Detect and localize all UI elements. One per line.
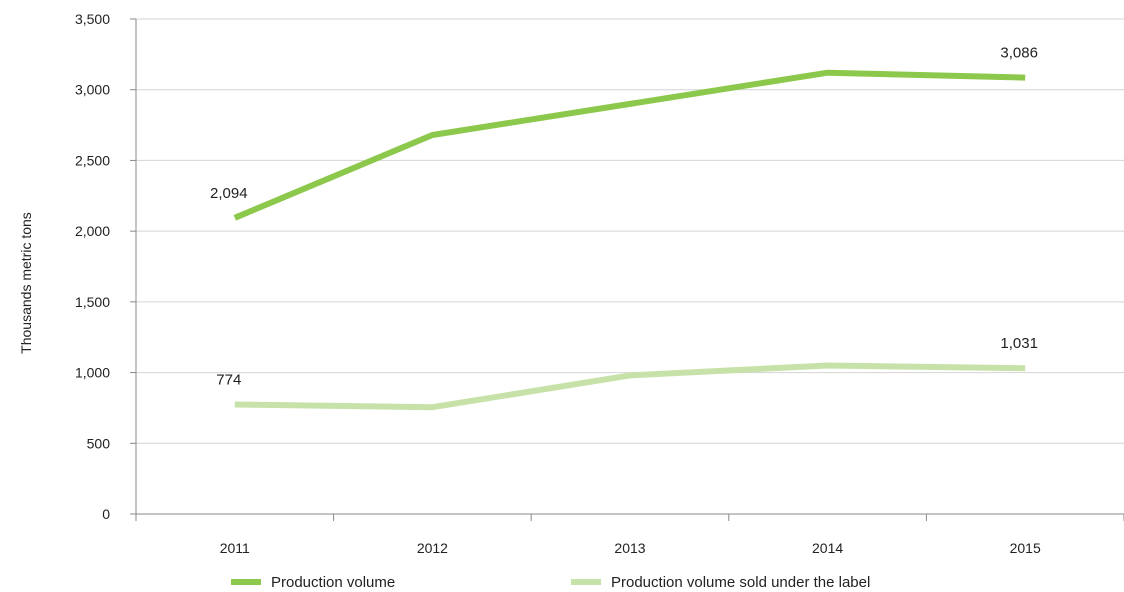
y-tick-label: 1,000 (75, 365, 110, 381)
data-labels: 2,094 3,086 774 1,031 (210, 45, 1038, 389)
x-tick-label: 2015 (1010, 540, 1041, 556)
x-tick-label: 2013 (614, 540, 645, 556)
x-tick-label: 2011 (220, 540, 250, 556)
x-tick-label: 2012 (417, 540, 448, 556)
y-tick-label: 3,500 (75, 11, 110, 27)
y-tick-label: 2,000 (75, 223, 110, 239)
y-tick-label: 1,500 (75, 294, 110, 310)
series-lines (233, 69, 1026, 411)
y-tick-label: 2,500 (75, 152, 110, 168)
data-label: 1,031 (1000, 335, 1038, 352)
gridlines (136, 18, 1124, 444)
series-line-1 (233, 69, 1026, 221)
y-tick-label: 500 (87, 435, 111, 451)
y-tick-label: 0 (102, 506, 110, 522)
data-label: 2,094 (210, 185, 248, 202)
x-tick-label: 2014 (812, 540, 843, 556)
data-label: 3,086 (1000, 45, 1038, 62)
data-label: 774 (216, 372, 241, 389)
legend: Production volume Production volume sold … (231, 574, 870, 591)
y-tick-label: 3,000 (75, 82, 110, 98)
series-line-2 (234, 362, 1026, 411)
axes: 0 500 1,000 1,500 2,000 2,500 3,000 3,500 2011 20… (75, 11, 1124, 556)
legend-label-2: Production volume sold under the label (611, 574, 870, 591)
y-axis-title: Thousands metric tons (18, 212, 34, 354)
legend-label-1: Production volume (271, 574, 395, 591)
